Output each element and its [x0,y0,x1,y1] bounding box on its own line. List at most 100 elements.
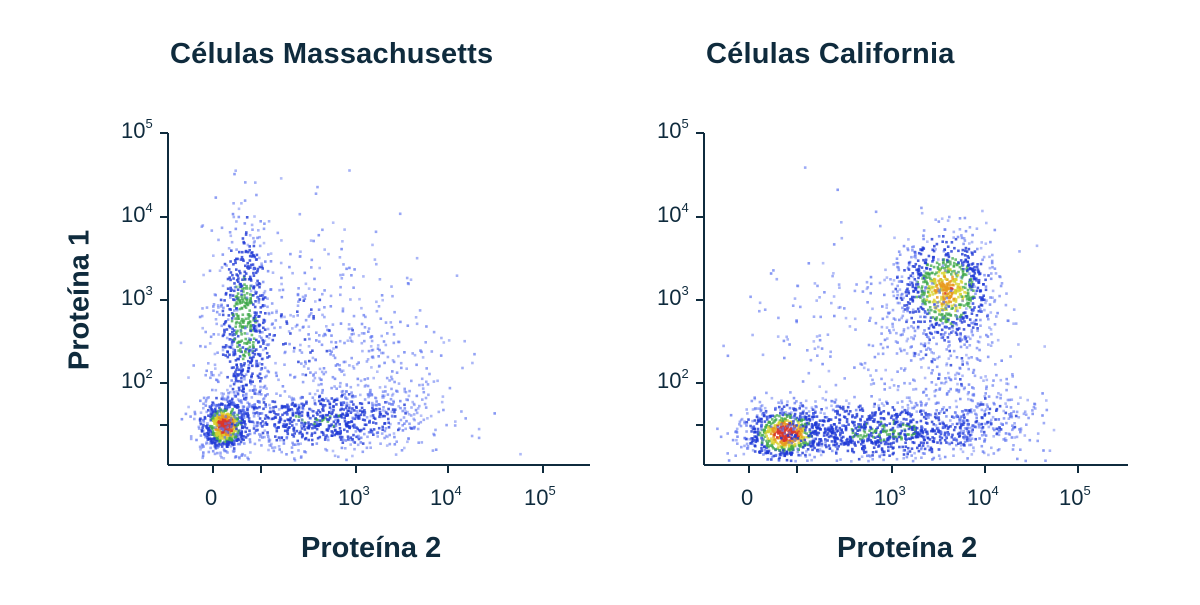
density-point-left-935 [234,359,238,362]
x-tick-0-left: 0 [205,485,217,510]
density-point-left-1712 [330,434,333,437]
density-point-right-680 [781,426,785,430]
density-point-left-1507 [264,414,268,417]
density-point-left-2005 [302,365,306,368]
density-point-left-1893 [320,430,323,434]
density-point-left-1674 [286,428,290,431]
density-point-left-369 [226,419,229,423]
density-point-right-2263 [960,234,963,237]
density-point-left-141 [207,414,210,417]
density-point-left-1023 [235,257,238,261]
density-point-left-2343 [347,403,351,407]
density-point-right-1629 [975,323,978,326]
density-point-right-147 [755,422,759,425]
density-point-right-1262 [864,450,868,454]
density-point-left-2 [233,414,236,418]
density-point-right-26 [799,412,802,415]
density-point-left-1047 [253,349,257,353]
density-point-right-395 [758,431,762,435]
density-point-right-1712 [925,266,928,270]
density-point-right-2413 [993,300,996,304]
density-point-left-1480 [358,409,362,413]
density-point-left-1815 [397,428,400,432]
density-point-right-2190 [960,276,964,280]
density-point-left-553 [213,438,216,441]
density-point-right-321 [774,426,778,430]
density-point-left-1118 [227,268,231,271]
density-point-left-1234 [240,284,244,288]
density-point-left-2081 [212,333,216,336]
density-point-right-1411 [803,444,807,447]
density-point-right-1094 [830,440,834,443]
density-point-left-2367 [375,262,378,266]
density-point-left-2242 [378,278,382,281]
density-point-left-1535 [297,406,301,410]
density-point-left-1637 [285,453,288,456]
density-point-right-192 [750,437,753,440]
density-point-left-1062 [230,399,234,403]
density-point-left-2109 [225,336,229,340]
density-point-left-2526 [410,379,413,383]
density-point-right-1089 [829,434,833,438]
density-point-right-2138 [959,315,962,319]
density-point-right-1514 [957,270,960,274]
density-point-left-2041 [321,313,324,317]
density-point-right-2388 [970,356,973,359]
density-point-left-2519 [390,394,394,397]
density-point-left-1905 [268,410,272,414]
density-point-right-2290 [994,272,998,275]
density-point-left-721 [220,226,224,230]
density-point-left-107 [226,428,230,431]
density-point-right-1025 [902,417,906,421]
density-point-left-2125 [290,451,294,454]
density-point-right-333 [750,399,754,403]
density-point-left-2221 [229,296,232,299]
density-point-left-1769 [346,409,349,413]
density-point-right-1531 [982,283,985,286]
density-point-right-1417 [867,435,871,439]
density-point-right-962 [992,428,996,432]
density-point-right-2177 [948,281,951,284]
density-point-left-2386 [298,349,302,352]
density-point-right-1985 [1018,250,1021,253]
density-point-right-492 [763,428,766,432]
density-point-right-1430 [900,437,903,441]
density-point-left-1766 [280,436,283,439]
density-point-left-1979 [326,399,330,402]
density-point-right-1261 [986,405,989,409]
density-point-left-2536 [340,370,343,373]
density-point-right-1393 [899,432,903,435]
density-point-left-2045 [302,299,306,302]
density-point-left-2130 [304,282,308,286]
density-point-right-2093 [955,263,958,266]
density-point-left-1929 [377,426,381,430]
density-point-left-1806 [353,447,356,451]
density-point-right-593 [779,434,782,437]
density-point-left-2185 [360,341,364,345]
density-point-left-650 [221,313,225,317]
density-point-right-644 [899,411,903,415]
density-point-left-2263 [343,341,346,345]
density-point-left-800 [233,353,237,356]
density-point-left-1690 [361,450,365,454]
density-point-left-2528 [383,394,386,398]
density-point-left-905 [227,391,230,395]
density-point-right-2231 [961,261,964,265]
density-point-left-2086 [274,361,277,365]
density-point-right-198 [805,418,809,422]
density-point-left-1522 [286,403,289,407]
density-point-right-1345 [910,433,914,437]
density-point-left-89 [219,454,222,457]
density-point-left-679 [225,328,229,331]
density-point-right-977 [819,428,822,431]
density-point-left-1152 [249,296,252,300]
density-point-right-1322 [790,437,794,440]
density-point-left-1530 [214,405,218,408]
density-point-left-1141 [250,358,254,362]
density-point-left-1027 [268,443,271,447]
density-point-left-875 [231,273,234,277]
density-point-right-794 [864,425,867,429]
density-point-right-2050 [947,312,951,316]
density-point-left-695 [242,416,246,419]
density-point-left-2232 [309,351,312,354]
